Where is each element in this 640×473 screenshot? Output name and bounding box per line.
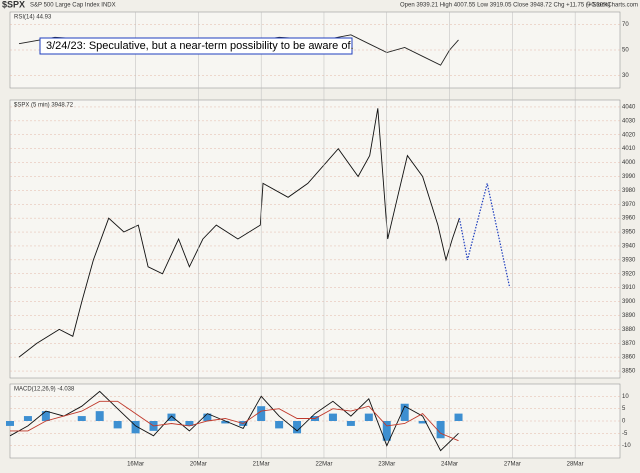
y-tick-label: 3850 bbox=[622, 369, 636, 375]
y-tick-label: 3880 bbox=[622, 327, 636, 333]
y-tick-label: 3950 bbox=[622, 230, 636, 236]
y-tick-label: 3870 bbox=[622, 341, 636, 347]
histogram-bar bbox=[454, 413, 463, 421]
y-tick-label: 30 bbox=[622, 73, 629, 79]
series-line bbox=[18, 108, 460, 358]
x-tick-label: 16Mar bbox=[127, 462, 144, 468]
y-tick-label: 3900 bbox=[622, 299, 636, 305]
x-tick-label: 24Mar bbox=[441, 462, 458, 468]
annotation-box bbox=[39, 37, 353, 55]
y-tick-label: 3910 bbox=[622, 285, 636, 291]
histogram-bar bbox=[275, 421, 284, 429]
y-tick-label: 5 bbox=[622, 406, 626, 412]
x-tick-label: 27Mar bbox=[504, 462, 521, 468]
series-line bbox=[10, 400, 459, 442]
y-tick-label: 4040 bbox=[622, 105, 636, 111]
quote: Open 3939.21 High 4007.55 Low 3919.05 Cl… bbox=[400, 3, 610, 9]
histogram-bar bbox=[41, 411, 50, 421]
annotation: 3/24/23: Speculative, but a near-term po… bbox=[46, 40, 354, 52]
y-tick-label: 3980 bbox=[622, 188, 636, 194]
y-tick-label: 3860 bbox=[622, 355, 636, 361]
histogram-bar bbox=[6, 421, 14, 426]
y-tick-label: -5 bbox=[622, 431, 628, 437]
panel bbox=[9, 99, 621, 379]
panel-title: MACD(12,26,9) -4.038 bbox=[14, 387, 75, 393]
histogram-bar bbox=[418, 421, 427, 424]
histogram-bar bbox=[436, 421, 445, 439]
y-tick-label: 4010 bbox=[622, 146, 636, 152]
histogram-bar bbox=[167, 413, 176, 421]
series-line bbox=[458, 183, 511, 288]
histogram-bar bbox=[77, 416, 86, 421]
y-tick-label: 50 bbox=[622, 48, 629, 54]
histogram-bar bbox=[257, 406, 266, 421]
histogram-bar bbox=[346, 421, 355, 426]
x-tick-label: 21Mar bbox=[253, 462, 270, 468]
credit: © StockCharts.com bbox=[586, 2, 638, 9]
histogram-bar bbox=[203, 413, 212, 421]
histogram-bar bbox=[364, 413, 373, 421]
symbol: $SPX bbox=[2, 0, 25, 9]
histogram-bar bbox=[221, 421, 230, 424]
y-tick-label: 70 bbox=[622, 22, 629, 28]
y-tick-label: 3990 bbox=[622, 174, 636, 180]
y-tick-label: 3890 bbox=[622, 313, 636, 319]
histogram-bar bbox=[95, 411, 104, 421]
x-tick-label: 23Mar bbox=[378, 462, 395, 468]
series-line bbox=[9, 390, 459, 452]
histogram-bar bbox=[382, 421, 391, 441]
histogram-bar bbox=[185, 421, 194, 426]
y-tick-label: 3960 bbox=[622, 216, 636, 222]
panel-title: $SPX (5 min) 3948.72 bbox=[14, 103, 74, 109]
y-tick-label: 3940 bbox=[622, 244, 636, 250]
histogram-bar bbox=[23, 416, 32, 421]
histogram-bar bbox=[293, 421, 302, 434]
y-tick-label: 3920 bbox=[622, 271, 636, 277]
y-tick-label: 10 bbox=[622, 394, 629, 400]
y-tick-label: 4020 bbox=[622, 132, 636, 138]
y-tick-label: 4000 bbox=[622, 160, 636, 166]
y-tick-label: -10 bbox=[622, 443, 631, 449]
x-tick-label: 28Mar bbox=[567, 462, 584, 468]
histogram-bar bbox=[400, 403, 409, 421]
y-tick-label: 0 bbox=[622, 419, 626, 425]
histogram-bar bbox=[113, 421, 122, 429]
y-tick-label: 3930 bbox=[622, 257, 636, 263]
x-tick-label: 22Mar bbox=[315, 462, 332, 468]
histogram-bar bbox=[328, 413, 337, 421]
x-tick-label: 20Mar bbox=[190, 462, 207, 468]
panel-title: RSI(14) 44.93 bbox=[14, 15, 52, 21]
histogram-bar bbox=[131, 421, 140, 434]
y-tick-label: 4030 bbox=[622, 118, 636, 124]
index-name: S&P 500 Large Cap Index INDX bbox=[30, 3, 116, 9]
y-tick-label: 3970 bbox=[622, 202, 636, 208]
